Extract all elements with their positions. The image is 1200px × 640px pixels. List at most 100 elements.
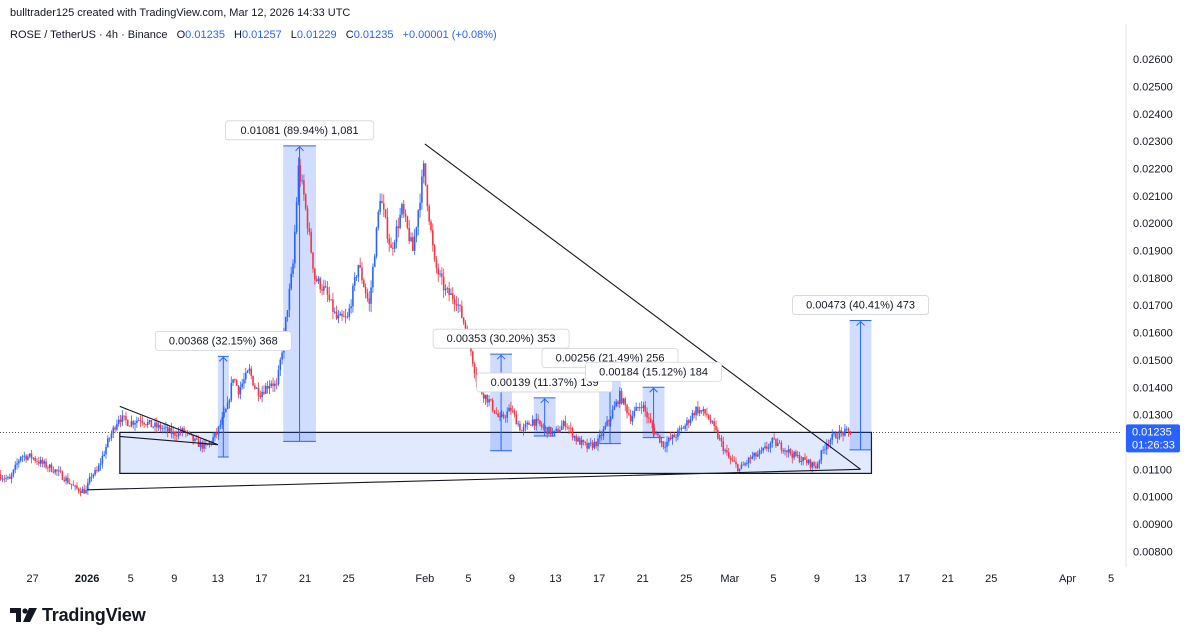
candle-body: [3, 478, 6, 480]
candle-body: [731, 459, 734, 461]
candle-body: [638, 407, 641, 409]
candle-body: [530, 424, 532, 426]
candle-body: [849, 431, 852, 435]
candle-body: [230, 382, 233, 401]
candle-body: [221, 416, 223, 425]
candle-body: [116, 424, 118, 430]
candle-body: [684, 425, 686, 429]
candle-body: [301, 180, 303, 182]
candle-body: [346, 316, 349, 318]
candle-body: [548, 426, 550, 435]
candle-body: [424, 163, 427, 185]
candle-body: [103, 454, 105, 456]
candle-body: [52, 471, 55, 473]
candle-body: [332, 299, 334, 313]
candle-body: [306, 208, 309, 229]
candle-body: [268, 386, 271, 389]
candle-body: [284, 317, 287, 332]
candle-body: [813, 462, 815, 466]
candle-body: [831, 434, 834, 440]
candle-body: [137, 420, 140, 422]
x-tick-label: 9: [814, 573, 820, 585]
candle-body: [97, 465, 100, 472]
candle-body: [255, 387, 258, 389]
candle-body: [408, 227, 410, 242]
candle-body: [215, 432, 218, 435]
candle-body: [519, 423, 521, 431]
candle-body: [657, 433, 659, 436]
measure-label-box: [432, 328, 570, 349]
candle-body: [500, 414, 503, 417]
candle-body: [72, 484, 75, 486]
candle-body: [724, 450, 726, 451]
candle-body: [208, 441, 211, 445]
candle-body: [275, 383, 278, 385]
candle-body: [330, 299, 332, 301]
candle-body: [722, 441, 725, 451]
candle-body: [528, 422, 530, 425]
candle-body: [755, 452, 757, 457]
candle-body: [720, 438, 723, 442]
candle-body: [146, 421, 149, 425]
candle-body: [304, 194, 307, 209]
candle-body: [655, 433, 657, 435]
candle-body: [166, 426, 169, 432]
candle-body: [497, 413, 499, 417]
candle-body: [559, 430, 561, 433]
candle-body: [602, 429, 605, 437]
candle-body: [352, 285, 354, 307]
candle-body: [782, 450, 784, 452]
y-tick-label: 0.01300: [1133, 410, 1173, 422]
measure-label: 0.00256 (21.49%) 256: [556, 353, 665, 365]
candle-body: [767, 447, 770, 449]
candle-body: [490, 399, 492, 401]
candle-body: [156, 422, 158, 428]
y-tick-label: 0.01900: [1133, 246, 1173, 258]
candle-body: [510, 407, 512, 411]
candle-body: [152, 426, 155, 428]
candle-body: [79, 491, 82, 493]
candle-body: [455, 303, 458, 306]
candle-body: [766, 446, 768, 449]
candle-body: [123, 415, 125, 417]
tradingview-logo[interactable]: TradingView: [10, 604, 146, 626]
candle-body: [717, 430, 719, 439]
bar-countdown: 01:26:33: [1132, 439, 1175, 451]
candle-body: [555, 428, 558, 431]
candle-body: [201, 442, 204, 449]
candle-body: [707, 415, 710, 420]
candle-body: [791, 453, 794, 458]
candle-body: [223, 411, 225, 417]
measure-arrowhead: [496, 354, 506, 360]
candle-body: [350, 306, 352, 309]
candle-body: [373, 256, 376, 267]
candle-body: [718, 438, 721, 439]
candle-body: [57, 470, 60, 472]
candle-body: [462, 317, 465, 323]
x-tick-label: 25: [680, 573, 692, 585]
candle-body: [553, 430, 556, 432]
candle-body: [586, 443, 588, 449]
candle-body: [513, 410, 516, 415]
candle-body: [390, 244, 392, 248]
candle-body: [312, 252, 314, 269]
candle-body: [359, 265, 361, 268]
candle-body: [157, 424, 160, 428]
candle-body: [415, 227, 418, 237]
open-label: O: [176, 29, 186, 41]
symbol-legend[interactable]: ROSE / TetherUS · 4h · Binance O0.01235 …: [10, 29, 497, 41]
candle-body: [729, 457, 732, 460]
candle-body: [194, 438, 196, 441]
candle-body: [836, 437, 839, 439]
y-tick-label: 0.01700: [1133, 300, 1173, 312]
candle-body: [139, 420, 142, 422]
candle-body: [85, 489, 87, 494]
candle-body: [47, 467, 49, 469]
candle-body: [471, 351, 474, 364]
x-tick-label: 9: [509, 573, 515, 585]
candle-body: [368, 298, 371, 304]
candle-body: [698, 410, 701, 414]
candle-body: [421, 176, 423, 203]
x-tick-label: 27: [27, 573, 39, 585]
